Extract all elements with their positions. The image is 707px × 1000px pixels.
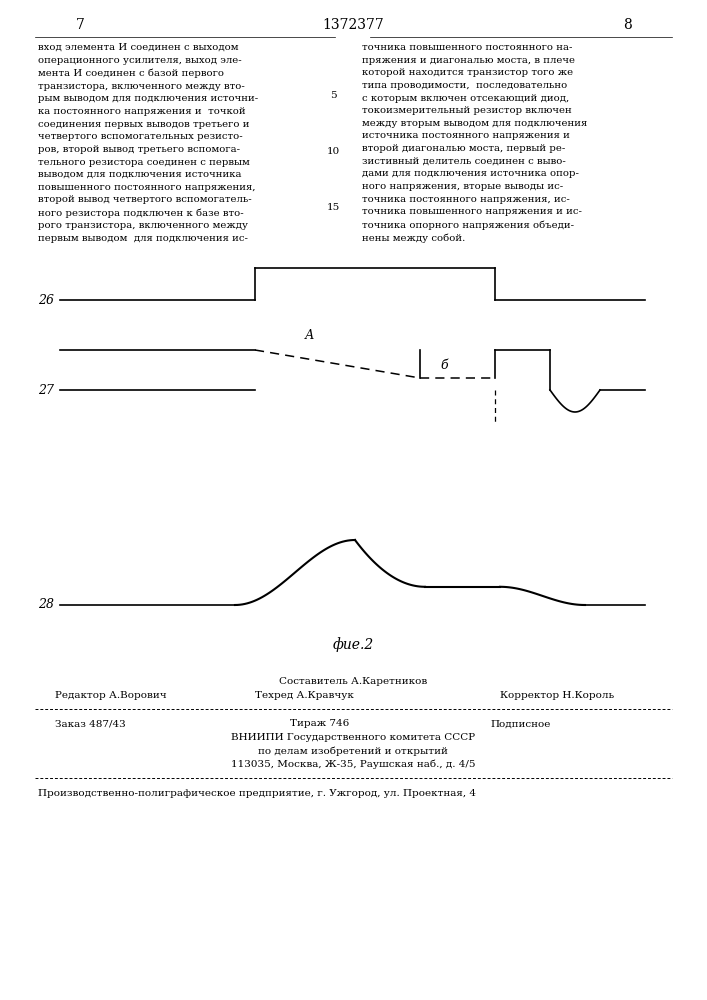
Text: А: А <box>305 329 315 342</box>
Text: Техред А.Кравчук: Техред А.Кравчук <box>255 692 354 700</box>
Text: б: б <box>440 359 448 372</box>
Text: 15: 15 <box>327 204 339 213</box>
Text: 7: 7 <box>76 18 84 32</box>
Text: 113035, Москва, Ж-35, Раушская наб., д. 4/5: 113035, Москва, Ж-35, Раушская наб., д. … <box>230 759 475 769</box>
Text: 28: 28 <box>38 598 54 611</box>
Text: 1372377: 1372377 <box>322 18 384 32</box>
Text: фие.2: фие.2 <box>332 638 373 652</box>
Text: Корректор Н.Король: Корректор Н.Король <box>500 692 614 700</box>
Text: 10: 10 <box>327 147 339 156</box>
Text: Подписное: Подписное <box>490 720 550 728</box>
Text: 26: 26 <box>38 294 54 306</box>
Text: 27: 27 <box>38 383 54 396</box>
Text: Производственно-полиграфическое предприятие, г. Ужгород, ул. Проектная, 4: Производственно-полиграфическое предприя… <box>38 788 476 798</box>
Text: Редактор А.Ворович: Редактор А.Ворович <box>55 692 167 700</box>
Text: Составитель А.Каретников: Составитель А.Каретников <box>279 678 427 686</box>
Text: вход элемента И соединен с выходом
операционного усилителя, выход эле-
мента И с: вход элемента И соединен с выходом опера… <box>38 43 258 243</box>
Text: Тираж 746: Тираж 746 <box>290 720 349 728</box>
Text: 5: 5 <box>329 91 337 100</box>
Text: 8: 8 <box>623 18 631 32</box>
Text: ВНИИПИ Государственного комитета СССР: ВНИИПИ Государственного комитета СССР <box>231 734 475 742</box>
Text: по делам изобретений и открытий: по делам изобретений и открытий <box>258 746 448 756</box>
Text: точника повышенного постоянного на-
пряжения и диагональю моста, в плече
которой: точника повышенного постоянного на- пряж… <box>362 43 588 243</box>
Text: Заказ 487/43: Заказ 487/43 <box>55 720 126 728</box>
